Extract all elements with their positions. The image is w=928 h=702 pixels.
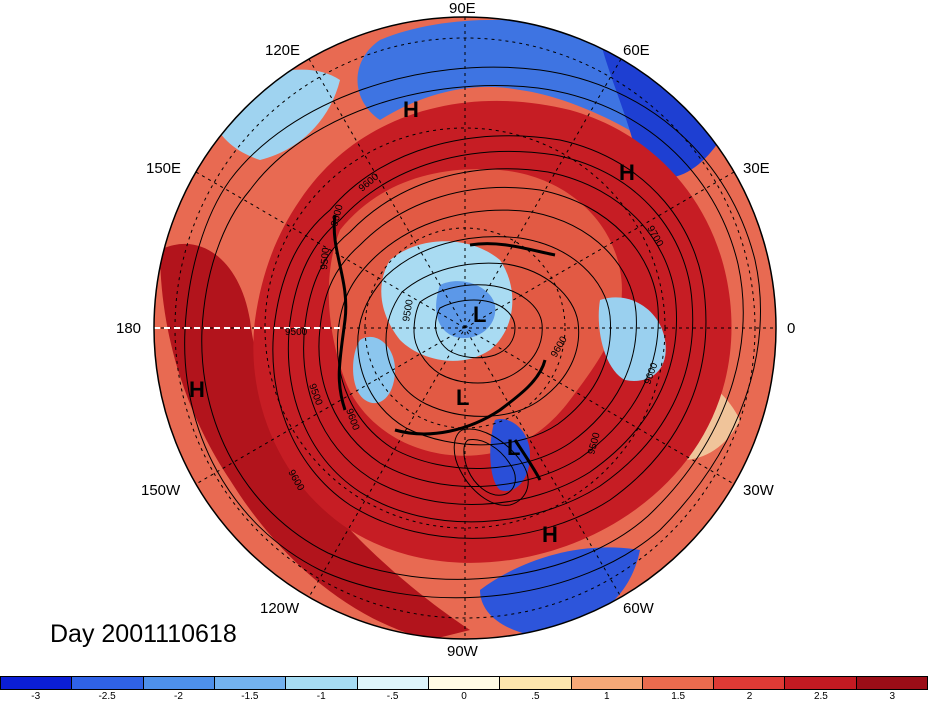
date-label: Day 2001110618 bbox=[50, 620, 237, 648]
height-contours bbox=[184, 66, 761, 599]
colorbar-tick-label: -3 bbox=[31, 691, 41, 702]
longitude-label: 60E bbox=[623, 42, 650, 59]
contour-label: 9500 bbox=[401, 298, 416, 322]
colorbar-swatch bbox=[856, 677, 928, 689]
pressure-centers: H H H H L L L bbox=[189, 97, 635, 547]
colorbar-swatch bbox=[428, 677, 501, 689]
colorbar-swatch bbox=[571, 677, 643, 689]
negative-anomaly-north bbox=[357, 19, 685, 150]
colorbar-tick-label: -2 bbox=[174, 691, 183, 702]
globe-border bbox=[153, 16, 777, 640]
colorbar-tick-label: 2.5 bbox=[813, 691, 828, 702]
longitude-label: 30E bbox=[743, 160, 770, 177]
colorbar-swatch bbox=[214, 677, 287, 689]
longitude-label: 60W bbox=[623, 600, 654, 617]
high-pressure-center: H bbox=[189, 377, 205, 402]
low-pressure-center: L bbox=[456, 385, 469, 410]
colorbar-tick-label: -.5 bbox=[386, 691, 399, 702]
contour-label: 9500 bbox=[319, 247, 332, 271]
colorbar-swatch bbox=[1, 677, 73, 689]
colorbar-tick-label: .5 bbox=[531, 691, 540, 702]
contour-label: 9500 bbox=[285, 327, 308, 338]
colorbar-swatch bbox=[72, 677, 144, 689]
colorbar-tick-label: 2 bbox=[746, 691, 753, 702]
colorbar-tick-label: -1.5 bbox=[241, 691, 259, 702]
graticule bbox=[154, 17, 776, 639]
colorbar-swatch bbox=[357, 677, 429, 689]
colorbar-tick-label: 1 bbox=[603, 691, 610, 702]
negative-anomaly-pole-core bbox=[436, 281, 496, 339]
colorbar bbox=[0, 676, 928, 690]
longitude-label: 150W bbox=[141, 482, 181, 499]
longitude-label: 120W bbox=[260, 600, 300, 617]
colorbar-swatch bbox=[286, 677, 358, 689]
high-pressure-center: H bbox=[619, 160, 635, 185]
colorbar-swatch bbox=[642, 677, 715, 689]
colorbar-tick-label: 1.5 bbox=[671, 691, 686, 702]
negative-anomaly-inner-east bbox=[598, 297, 666, 381]
colorbar-swatch bbox=[143, 677, 215, 689]
jet-contours bbox=[332, 214, 556, 481]
longitude-label: 90E bbox=[449, 0, 476, 17]
colorbar-swatch bbox=[785, 677, 857, 689]
negative-anomaly-trough bbox=[490, 419, 530, 491]
longitude-label: 30W bbox=[743, 482, 774, 499]
low-pressure-center: L bbox=[507, 435, 520, 460]
high-pressure-center: H bbox=[542, 522, 558, 547]
colorbar-tick-label: 0 bbox=[461, 691, 467, 702]
longitude-label: 0 bbox=[787, 320, 796, 337]
colorbar-swatch bbox=[714, 677, 786, 689]
colorbar-tick-label: -2.5 bbox=[98, 691, 116, 702]
low-pressure-center: L bbox=[473, 302, 486, 327]
colorbar-tick-label: 3 bbox=[889, 691, 896, 702]
longitude-label: 120E bbox=[265, 42, 301, 59]
longitude-label: 90W bbox=[447, 643, 478, 660]
longitude-label: 180 bbox=[116, 320, 142, 337]
positive-anomaly-belt-west bbox=[160, 243, 470, 639]
high-pressure-center: H bbox=[403, 97, 419, 122]
colorbar-swatch bbox=[500, 677, 572, 689]
colorbar-tick-label: -1 bbox=[316, 691, 326, 702]
longitude-label: 150E bbox=[146, 160, 182, 177]
